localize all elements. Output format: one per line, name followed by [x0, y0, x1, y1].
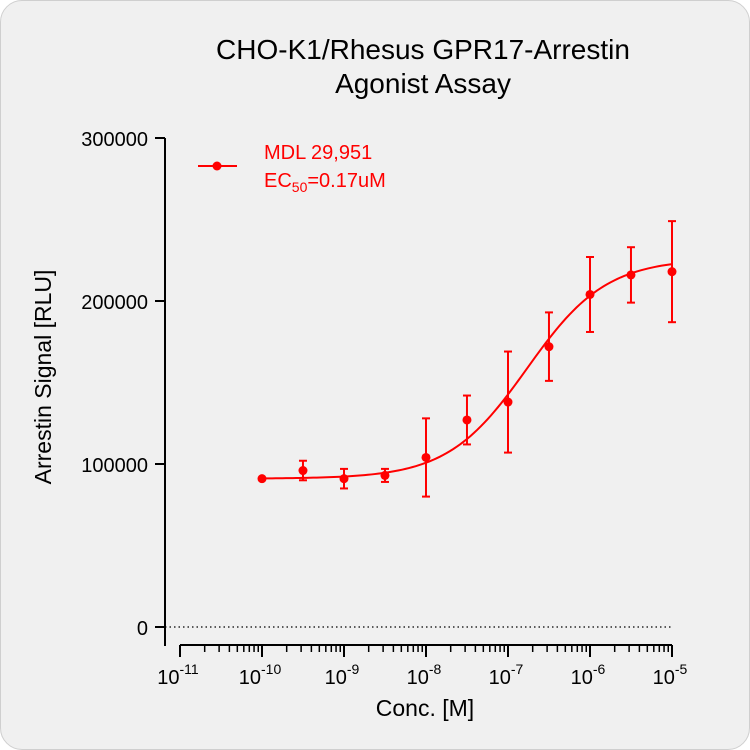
- x-tick-label: 10-10: [239, 661, 282, 689]
- data-point: [503, 397, 513, 407]
- data-points: [257, 220, 677, 498]
- data-point: [339, 474, 349, 484]
- fit-curve: [261, 263, 673, 480]
- data-point: [462, 415, 472, 425]
- data-point: [544, 342, 554, 352]
- x-tick-label: 10-11: [157, 661, 199, 689]
- y-axis-label: Arrestin Signal [RLU]: [30, 270, 56, 485]
- y-tick-label: 100000: [81, 455, 148, 477]
- x-axis-ticks: 10-11 10-10 10-9 10-8 10-7 10-6 10-5: [157, 645, 688, 689]
- legend: MDL 29,951 EC50=0.17uM: [198, 142, 386, 195]
- data-point: [380, 470, 390, 480]
- y-tick-label: 0: [137, 618, 148, 640]
- x-tick-label: 10-6: [571, 661, 606, 689]
- y-tick-label: 200000: [81, 292, 148, 314]
- y-tick-label: 300000: [81, 129, 148, 151]
- y-axis-ticks: 0 100000 200000 300000: [81, 129, 165, 640]
- fit-curve-group: [261, 263, 673, 480]
- data-point: [626, 270, 636, 280]
- chart-title-line-1: CHO-K1/Rhesus GPR17-Arrestin: [216, 34, 630, 65]
- legend-series-name: MDL 29,951: [264, 142, 372, 164]
- x-tick-label: 10-8: [407, 661, 442, 689]
- legend-marker: [212, 161, 222, 171]
- x-tick-label: 10-7: [489, 661, 524, 689]
- x-tick-label: 10-5: [653, 661, 688, 689]
- data-point: [257, 474, 267, 484]
- axes: [164, 138, 672, 646]
- x-axis-label: Conc. [M]: [376, 695, 474, 721]
- data-point: [667, 267, 677, 277]
- data-point: [585, 289, 595, 299]
- x-tick-label: 10-9: [325, 661, 360, 689]
- data-point: [298, 466, 308, 476]
- data-point: [421, 452, 431, 462]
- chart-title-line-2: Agonist Assay: [335, 68, 511, 99]
- legend-ec50: EC50=0.17uM: [264, 170, 386, 195]
